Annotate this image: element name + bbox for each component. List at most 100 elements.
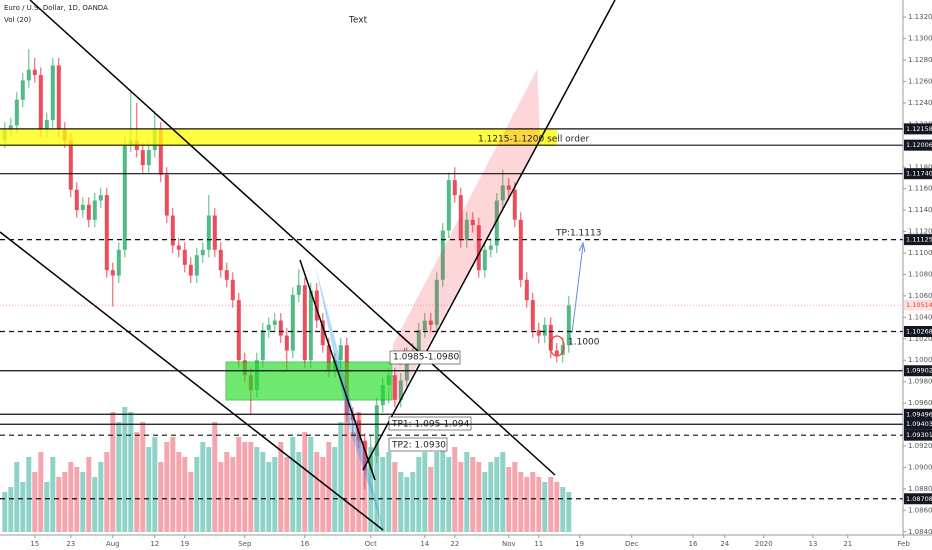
volume-bar (164, 442, 170, 532)
candle-body (32, 69, 37, 76)
x-tick-label: 16 (689, 540, 698, 548)
candle-body (422, 320, 427, 331)
x-tick-label: 13 (809, 540, 818, 548)
y-tick-label: 1.08600 (908, 506, 932, 514)
volume-bar (302, 432, 308, 532)
volume-bar (104, 452, 110, 532)
candle-body (326, 345, 331, 370)
axis-labels: 1.08400 1.08600 1.08800 1.09000 1.09200 1.094… (30, 13, 932, 548)
level-label-box (904, 418, 932, 430)
volume-bar (206, 447, 212, 532)
candle-body (398, 380, 403, 400)
level-label: 1.11125 (906, 236, 932, 244)
volume-bar (470, 457, 476, 532)
candle-body (212, 215, 217, 250)
volume-bar (254, 447, 260, 532)
candle-body (110, 270, 115, 276)
volume-bar (272, 457, 278, 532)
candle-body (260, 330, 265, 361)
trend-line (299, 259, 376, 481)
level-label-box (904, 429, 932, 441)
volume-bar (146, 447, 152, 532)
drawings (0, 0, 616, 535)
x-tick-label: 19 (180, 540, 189, 548)
x-tick-label: Feb (897, 540, 910, 548)
x-tick-label: 2020 (755, 540, 773, 548)
x-tick-label: 23 (66, 540, 75, 548)
candle-body (224, 270, 229, 280)
volume-bar (350, 432, 356, 532)
volume-bar (458, 462, 464, 532)
annotation: 1.0985-1.0980 (393, 353, 460, 363)
volume-bar (380, 457, 386, 532)
y-tick-label: 1.09800 (908, 378, 932, 386)
y-tick-label: 1.13000 (908, 35, 932, 43)
candle-body (434, 279, 439, 325)
candle-body (308, 290, 313, 361)
volume-bar (176, 452, 182, 532)
level-label-box (904, 408, 932, 420)
candle-body (122, 144, 127, 250)
volume-bar (188, 472, 194, 532)
trend-line (0, 231, 384, 531)
candle-body (170, 215, 175, 246)
sell-zone (0, 129, 557, 146)
y-tick-label: 1.11200 (908, 228, 932, 236)
volume-bar (416, 457, 422, 532)
volume-bar (98, 462, 104, 532)
candle-body (44, 120, 49, 130)
volume-bar (32, 472, 38, 532)
volume-bar (224, 452, 230, 532)
level-label: 1.12006 (906, 141, 932, 149)
candle-body (14, 99, 19, 126)
volume-bar (452, 447, 458, 532)
candle-body (218, 249, 223, 271)
volume-bar (182, 457, 188, 532)
volume-bar (218, 462, 224, 532)
arrow (571, 244, 584, 334)
volume-bar (308, 437, 314, 532)
candle-body (476, 225, 481, 271)
label-box (388, 437, 448, 452)
volume-bar (506, 467, 512, 532)
volume-bar (56, 477, 62, 532)
volume-bar (278, 442, 284, 532)
volume-bar (122, 407, 128, 532)
volume-bar (464, 452, 470, 532)
candle-body (50, 65, 55, 121)
candle-body (500, 185, 505, 201)
label-box (389, 350, 461, 365)
candle-body (566, 305, 571, 346)
candle-body (182, 249, 187, 265)
volume-bar (398, 472, 404, 532)
candle-body (302, 285, 307, 361)
candle-body (230, 279, 235, 301)
candle-body (518, 219, 523, 280)
level-label: 1.08708 (906, 495, 932, 503)
level-label: 1.12158 (906, 125, 932, 133)
candle-body (266, 324, 271, 331)
y-tick-label: 1.11800 (908, 163, 932, 171)
candle-body (38, 75, 43, 130)
candle-body (530, 300, 535, 331)
candle-body (56, 65, 61, 130)
volume-bar (494, 457, 500, 532)
volume-bar (500, 452, 506, 532)
x-tick-label: Nov (502, 540, 516, 548)
candle-body (494, 200, 499, 246)
candle-body (200, 249, 205, 256)
last-price-box (904, 299, 932, 311)
volume-bar (38, 452, 44, 532)
candle-body (542, 324, 547, 336)
x-tick-label: 15 (30, 540, 39, 548)
candle-body (116, 249, 121, 276)
x-tick-label: 22 (450, 540, 459, 548)
level-label-box (904, 234, 932, 246)
volume-bar (134, 432, 140, 532)
y-tick-label: 1.11600 (908, 185, 932, 193)
volume-bar (212, 422, 218, 532)
projection-area (315, 265, 385, 535)
volume-bar (410, 472, 416, 532)
volume-bar (50, 457, 56, 532)
